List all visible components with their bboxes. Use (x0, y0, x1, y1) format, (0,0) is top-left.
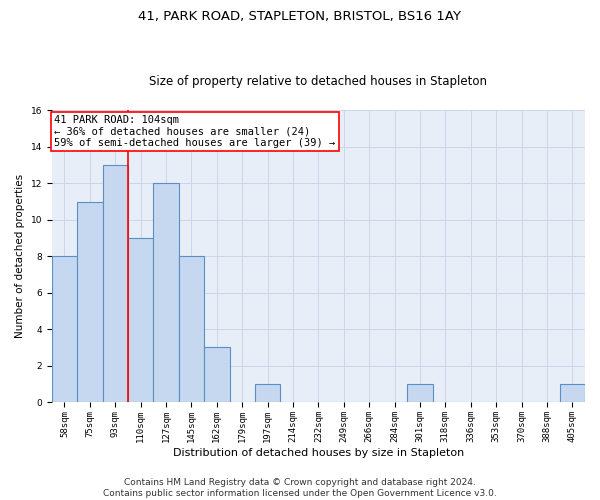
Text: 41 PARK ROAD: 104sqm
← 36% of detached houses are smaller (24)
59% of semi-detac: 41 PARK ROAD: 104sqm ← 36% of detached h… (55, 115, 335, 148)
Bar (52, 256, 77, 402)
Bar (128, 238, 154, 402)
Bar (179, 256, 204, 402)
Bar (154, 184, 179, 402)
Y-axis label: Number of detached properties: Number of detached properties (15, 174, 25, 338)
Text: Contains HM Land Registry data © Crown copyright and database right 2024.
Contai: Contains HM Land Registry data © Crown c… (103, 478, 497, 498)
Title: Size of property relative to detached houses in Stapleton: Size of property relative to detached ho… (149, 76, 487, 88)
Bar (103, 165, 128, 402)
Bar (560, 384, 585, 402)
Text: 41, PARK ROAD, STAPLETON, BRISTOL, BS16 1AY: 41, PARK ROAD, STAPLETON, BRISTOL, BS16 … (139, 10, 461, 23)
X-axis label: Distribution of detached houses by size in Stapleton: Distribution of detached houses by size … (173, 448, 464, 458)
Bar (407, 384, 433, 402)
Bar (77, 202, 103, 402)
Bar (204, 348, 230, 402)
Bar (255, 384, 280, 402)
